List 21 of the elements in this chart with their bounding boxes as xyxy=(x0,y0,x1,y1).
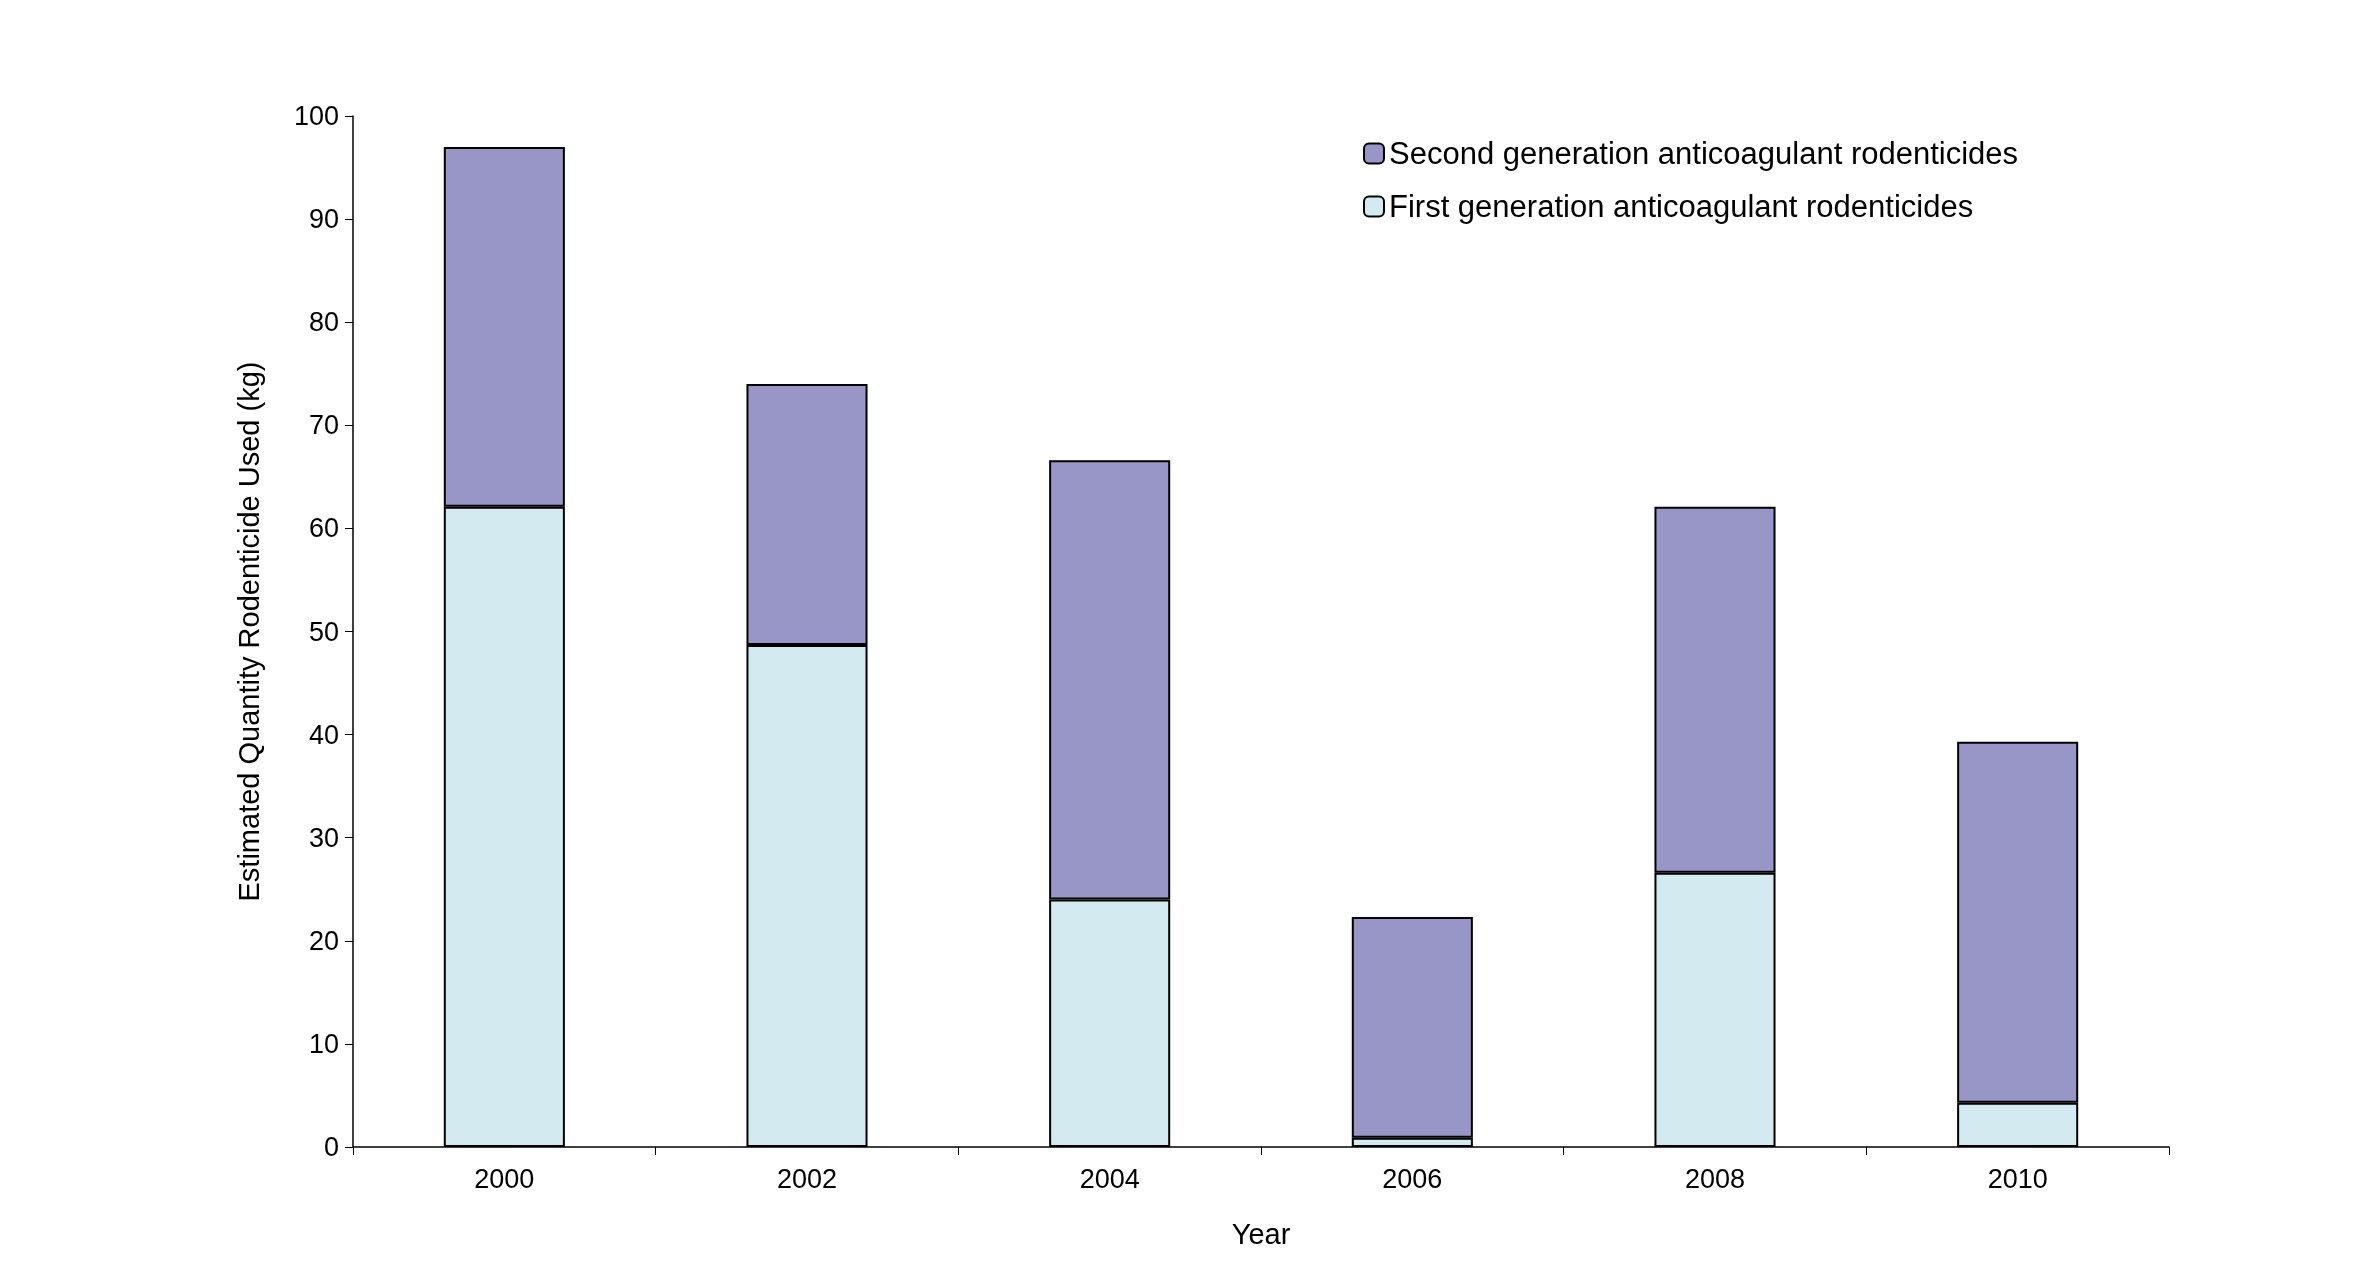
x-tick-label: 2008 xyxy=(1684,1163,1746,1194)
y-tick-label: 60 xyxy=(308,513,339,544)
y-tick-label: 90 xyxy=(308,204,339,235)
x-axis-title: Year xyxy=(1231,1217,1291,1250)
y-tick-label: 10 xyxy=(308,1028,339,1059)
y-tick-label: 40 xyxy=(308,719,339,750)
x-tick-label: 2004 xyxy=(1079,1163,1140,1194)
legend-label: Second generation anticoagulant rodenticides xyxy=(1389,136,2019,171)
y-tick-label: 70 xyxy=(308,410,339,441)
x-tick-label: 2006 xyxy=(1382,1163,1443,1194)
x-tick-label: 2010 xyxy=(1987,1163,2048,1194)
y-tick-label: 80 xyxy=(308,307,339,338)
x-tick-label: 2002 xyxy=(776,1163,838,1194)
legend-label: First generation anticoagulant rodenticides xyxy=(1389,189,1974,224)
y-tick-label: 20 xyxy=(308,925,339,956)
x-tick-label: 2000 xyxy=(474,1163,535,1194)
y-tick-label: 30 xyxy=(308,822,339,853)
y-tick-label: 0 xyxy=(323,1132,339,1162)
y-axis-title: Estimated Quantity Rodenticide Used (kg) xyxy=(232,361,265,902)
y-tick-label: 100 xyxy=(293,101,339,131)
y-tick-label: 50 xyxy=(308,616,339,647)
